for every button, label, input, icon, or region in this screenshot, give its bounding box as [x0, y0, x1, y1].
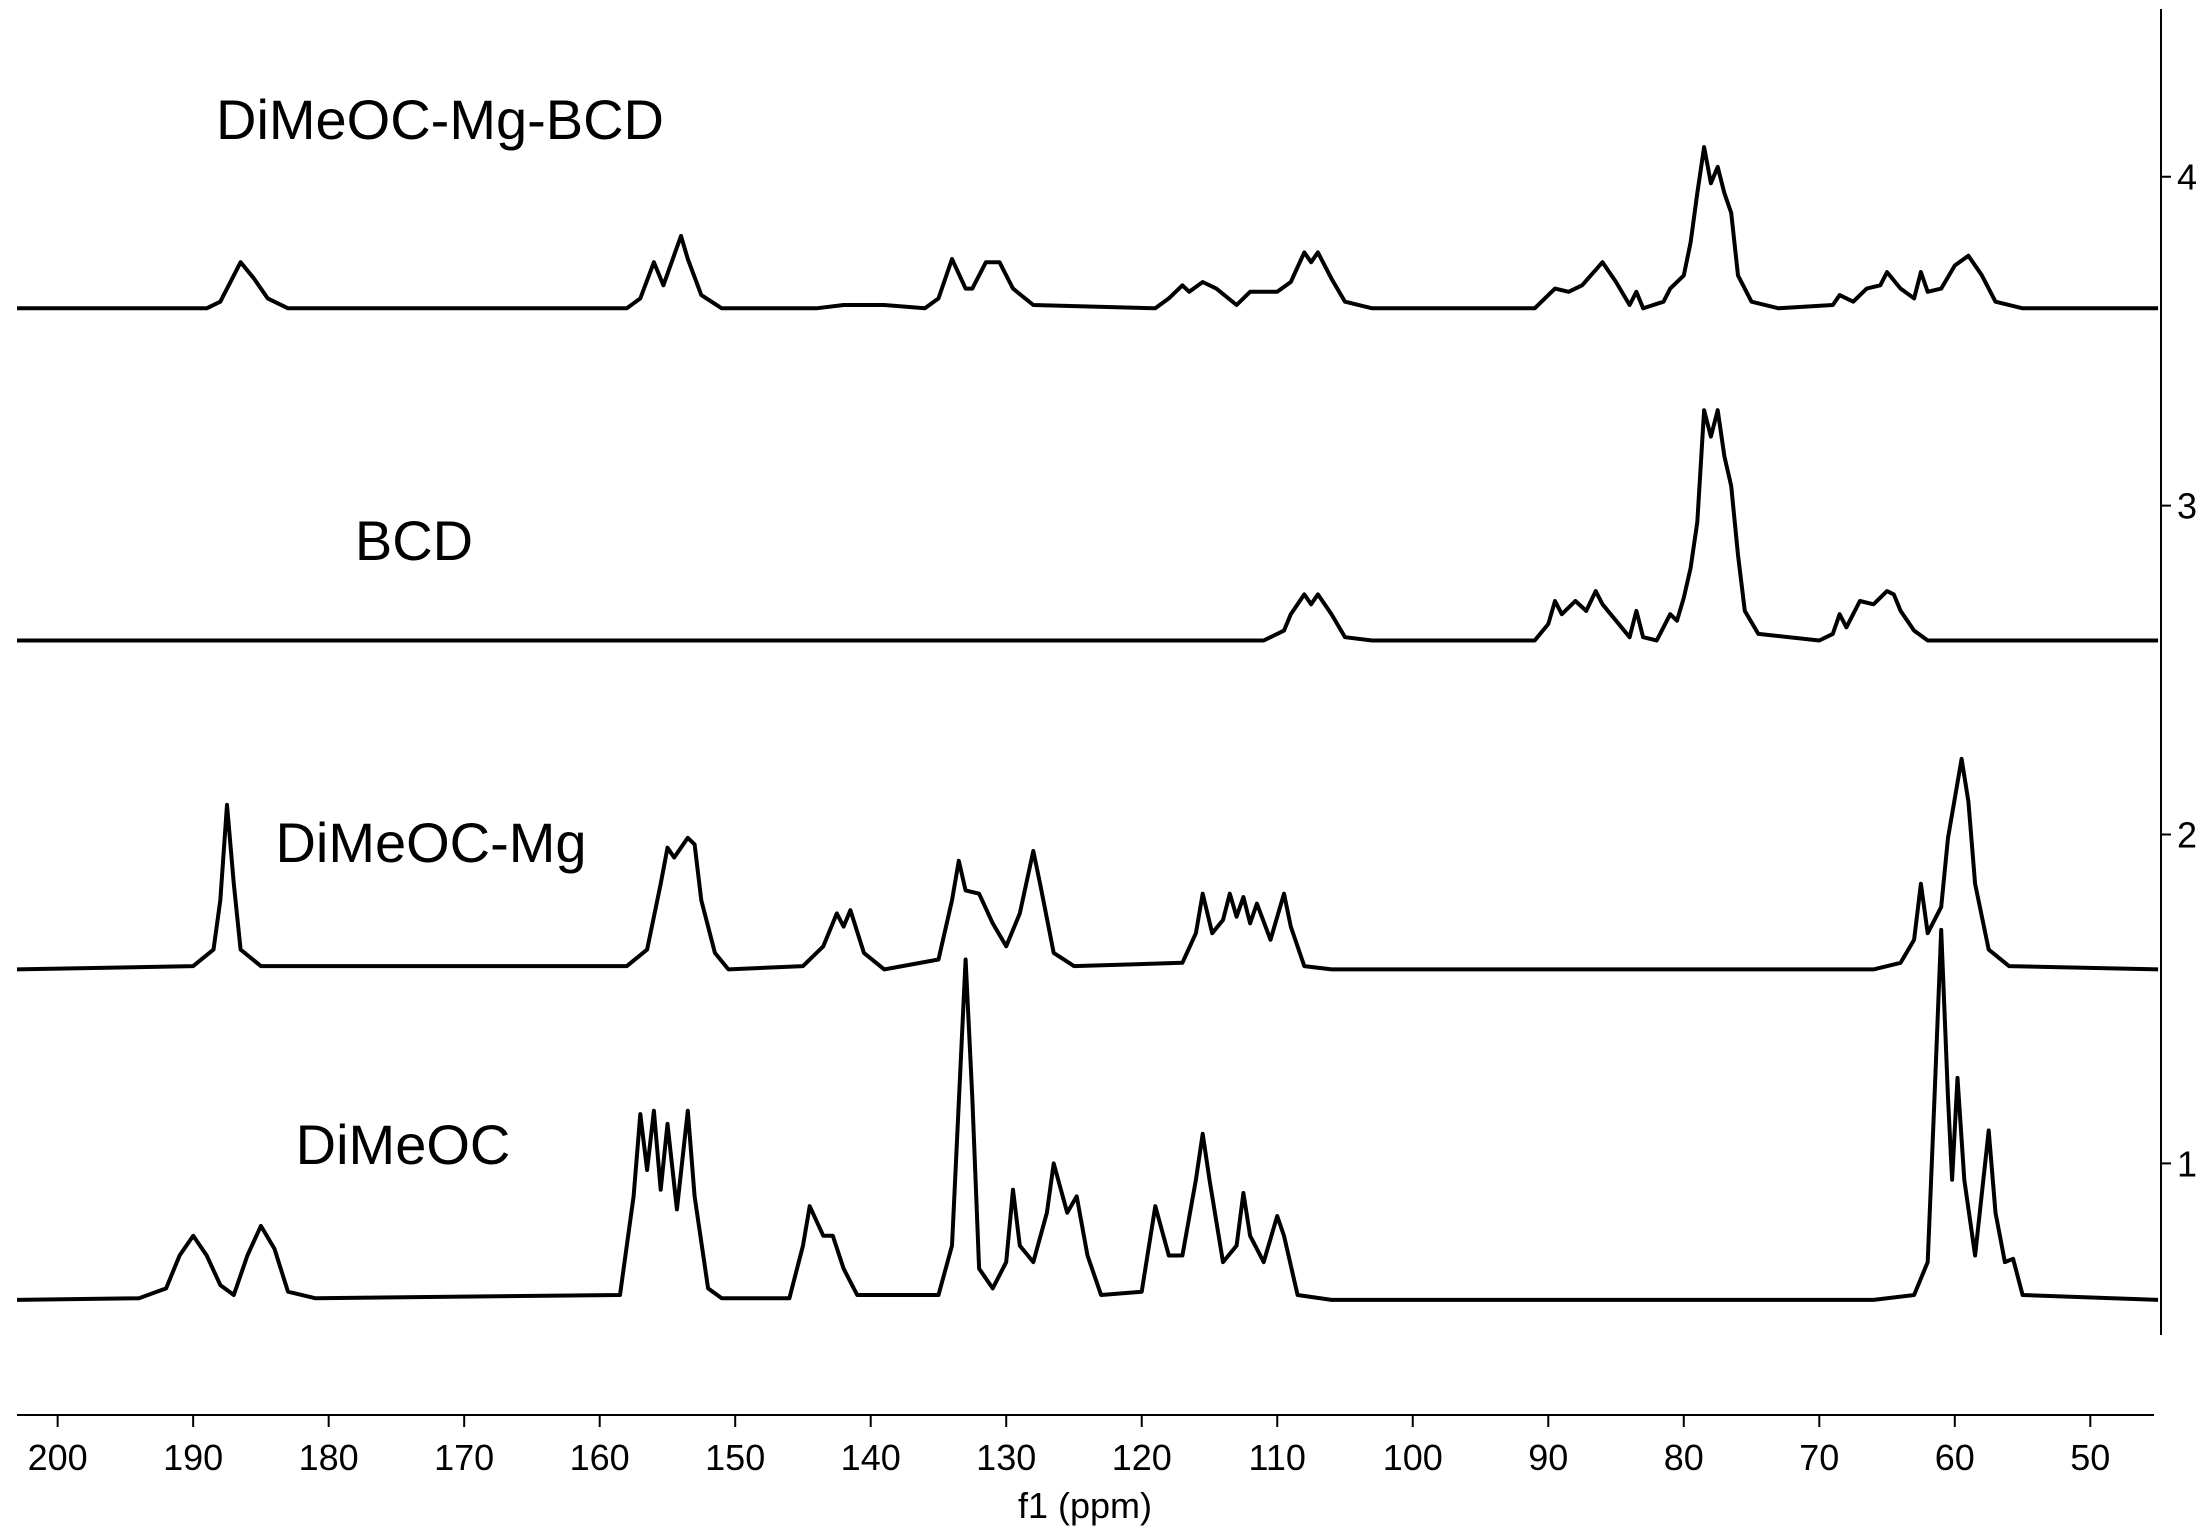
x-tick-label: 100: [1383, 1437, 1443, 1478]
x-tick-label: 160: [570, 1437, 630, 1478]
x-tick-label: 80: [1664, 1437, 1704, 1478]
x-tick-label: 150: [705, 1437, 765, 1478]
series-label: BCD: [355, 509, 473, 572]
y-tick-label: 2: [2177, 815, 2197, 856]
x-tick-label: 60: [1935, 1437, 1975, 1478]
y-tick-label: 1: [2177, 1143, 2197, 1184]
x-tick-label: 130: [976, 1437, 1036, 1478]
x-tick-label: 70: [1799, 1437, 1839, 1478]
series-label: DiMeOC-Mg-BCD: [216, 88, 664, 151]
y-tick-label: 3: [2177, 486, 2197, 527]
spectrum-line: [16, 756, 2159, 972]
x-tick-label: 170: [434, 1437, 494, 1478]
x-tick-label: 140: [841, 1437, 901, 1478]
spectrum-line: [17, 408, 2159, 643]
x-tick-label: 50: [2070, 1437, 2110, 1478]
x-tick-label: 110: [1249, 1437, 1306, 1478]
series-label: DiMeOC-Mg: [275, 811, 586, 874]
x-tick-label: 190: [163, 1437, 223, 1478]
x-tick-label: 200: [28, 1437, 88, 1478]
x-axis-label: f1 (ppm): [1018, 1485, 1152, 1526]
x-tick-label: 120: [1112, 1437, 1172, 1478]
x-tick-label: 90: [1528, 1437, 1568, 1478]
x-tick-label: 180: [299, 1437, 359, 1478]
series-label: DiMeOC: [296, 1113, 511, 1176]
spectrum-line: [17, 145, 2159, 311]
y-tick-label: 4: [2177, 157, 2197, 198]
spectrum-line: [16, 927, 2159, 1302]
